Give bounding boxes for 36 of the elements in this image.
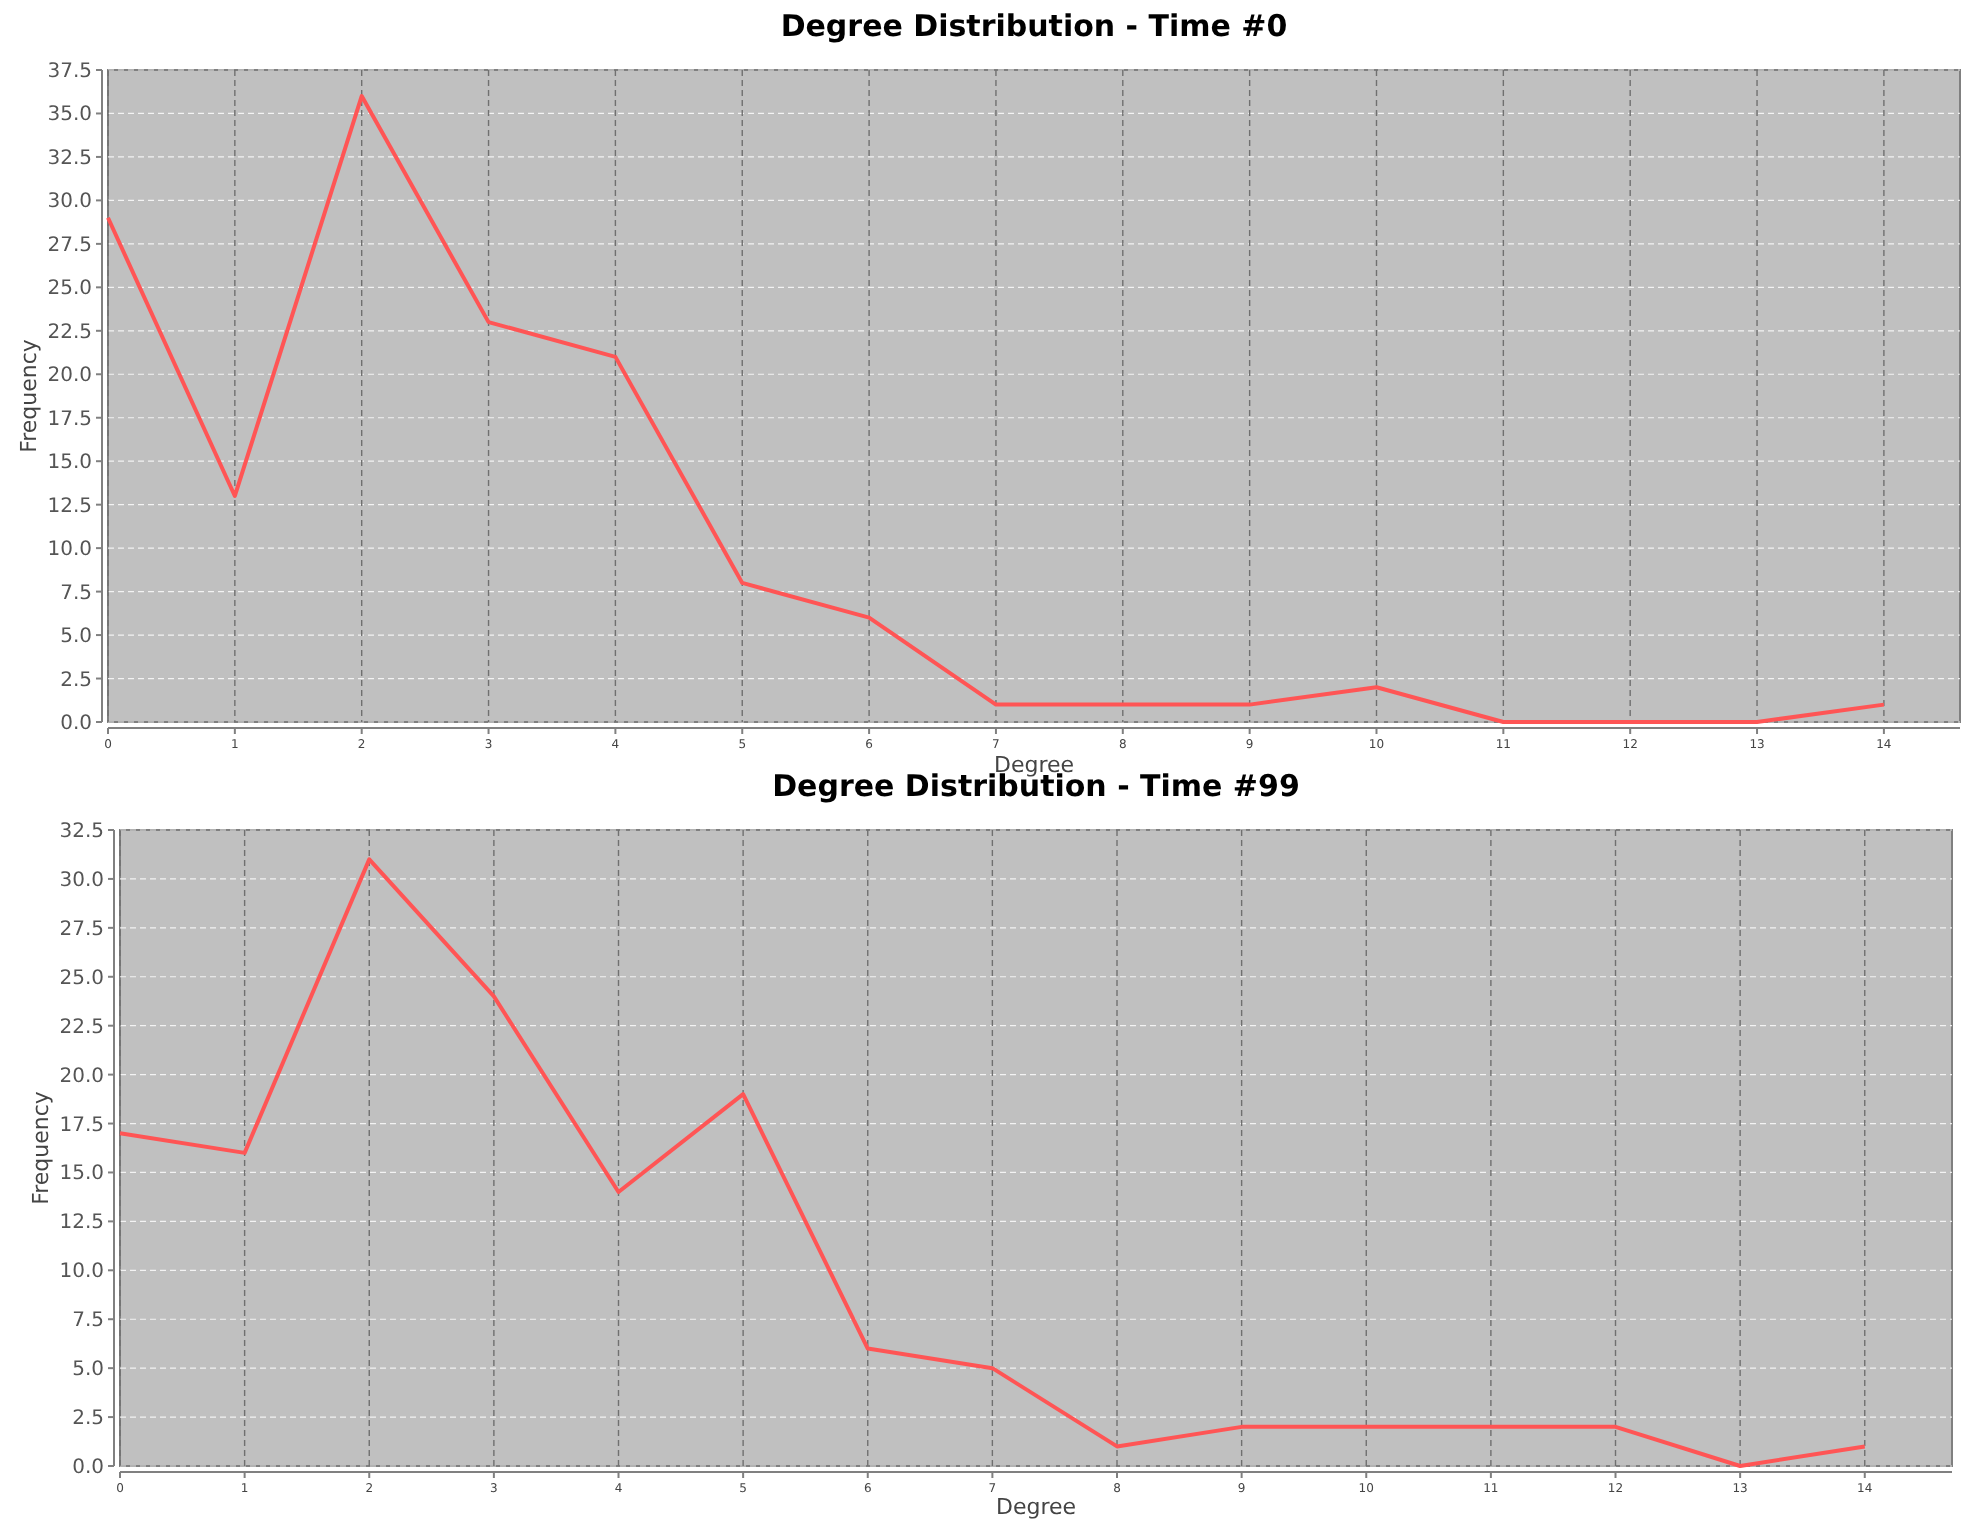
y-tick-label: 25.0 bbox=[47, 278, 92, 301]
chart-title: Degree Distribution - Time #0 bbox=[780, 8, 1288, 44]
y-tick-label: 2.5 bbox=[60, 669, 92, 692]
y-tick-label: 5.0 bbox=[60, 626, 92, 649]
y-tick-label: 30.0 bbox=[47, 191, 92, 214]
y-tick-label: 37.5 bbox=[47, 61, 92, 83]
y-tick-label: 10.0 bbox=[59, 1261, 104, 1284]
y-tick-label: 7.5 bbox=[60, 582, 92, 605]
y-tick-label: 25.0 bbox=[59, 967, 104, 990]
y-tick-label: 20.0 bbox=[59, 1065, 104, 1088]
line-series bbox=[106, 94, 1886, 724]
line-series bbox=[118, 857, 1867, 1468]
y-tick-label: 32.5 bbox=[47, 147, 92, 170]
x-axis-title: Degree bbox=[995, 1494, 1077, 1520]
y-tick-label: 32.5 bbox=[59, 821, 104, 843]
y-tick-label: 5.0 bbox=[72, 1359, 104, 1382]
y-tick-label: 0.0 bbox=[72, 1457, 104, 1479]
y-tick-label: 22.5 bbox=[59, 1016, 104, 1039]
y-tick-label: 10.0 bbox=[47, 539, 92, 562]
y-tick-label: 30.0 bbox=[59, 869, 104, 892]
y-axis-title: Frequency bbox=[28, 1090, 54, 1205]
y-tick-label: 20.0 bbox=[47, 365, 92, 388]
y-tick-label: 17.5 bbox=[59, 1114, 104, 1137]
y-tick-label: 17.5 bbox=[47, 408, 92, 431]
y-tick-label: 15.0 bbox=[59, 1163, 104, 1186]
y-tick-label: 12.5 bbox=[59, 1212, 104, 1235]
y-tick-label: 35.0 bbox=[47, 104, 92, 127]
y-tick-label: 27.5 bbox=[47, 234, 92, 257]
y-tick-label: 7.5 bbox=[72, 1310, 104, 1333]
y-tick-label: 15.0 bbox=[47, 452, 92, 475]
y-tick-label: 2.5 bbox=[72, 1408, 104, 1431]
y-tick-label: 22.5 bbox=[47, 321, 92, 344]
y-tick-label: 27.5 bbox=[59, 918, 104, 941]
y-tick-label: 0.0 bbox=[60, 713, 92, 735]
y-axis-title: Frequency bbox=[16, 338, 42, 453]
y-tick-label: 12.5 bbox=[47, 495, 92, 518]
